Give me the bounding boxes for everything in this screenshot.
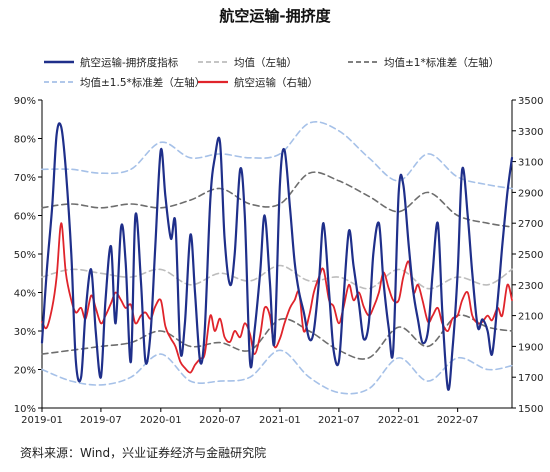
y-left-tick-label: 50%	[14, 250, 36, 261]
y-right-tick-label: 2300	[518, 281, 543, 292]
x-tick-label: 2022-01	[378, 415, 420, 426]
std1-band-line	[41, 171, 513, 228]
y-right-tick-label: 2500	[518, 250, 543, 261]
x-tick-label: 2019-07	[80, 415, 122, 426]
plot-area	[40, 121, 514, 395]
y-right-tick-label: 3100	[518, 158, 543, 169]
x-tick-label: 2020-07	[199, 415, 241, 426]
y-left-tick-label: 90%	[14, 96, 36, 107]
y-right-tick-label: 2900	[518, 188, 543, 199]
y-left-tick-label: 70%	[14, 173, 36, 184]
y-right-tick-label: 3500	[518, 96, 543, 107]
airline-index-line	[41, 222, 513, 374]
y-right-tick-label: 1900	[518, 342, 543, 353]
legend-label: 航空运输（右轴）	[234, 76, 318, 89]
y-right-tick-label: 2700	[518, 219, 543, 230]
y-right-tick-label: 3300	[518, 127, 543, 138]
legend: 航空运输-拥挤度指标 均值（左轴） 均值±1*标准差（左轴） 均值±1.5*标准差（左…	[44, 56, 499, 89]
x-tick-label: 2021-01	[259, 415, 301, 426]
x-tick-label: 2021-07	[318, 415, 360, 426]
legend-label: 航空运输-拥挤度指标	[80, 56, 179, 69]
legend-label: 均值±1*标准差（左轴）	[384, 56, 499, 69]
std15-band-line	[41, 121, 513, 190]
x-tick-label: 2020-01	[140, 415, 182, 426]
y-left-tick-label: 60%	[14, 212, 36, 223]
y-left-tick-label: 80%	[14, 135, 36, 146]
chart-title: 航空运输-拥挤度	[219, 7, 331, 25]
legend-label: 均值（左轴）	[234, 56, 297, 69]
axes: 10% 20% 30% 40% 50% 60% 70% 80% 90% 1500 1700 1900 2…	[14, 96, 544, 426]
y-right-tick-label: 1700	[518, 373, 543, 384]
legend-label: 均值±1.5*标准差（左轴）	[80, 76, 205, 89]
crowding-index-line	[40, 122, 514, 391]
y-left-tick-label: 20%	[14, 366, 36, 377]
mean-line	[41, 264, 513, 290]
std15-band-line	[41, 349, 513, 395]
y-left-tick-label: 10%	[14, 404, 36, 415]
y-right-tick-label: 2100	[518, 312, 543, 323]
std1-band-line	[41, 314, 513, 360]
y-left-tick-label: 40%	[14, 289, 36, 300]
y-right-tick-label: 1500	[518, 404, 543, 415]
x-tick-label: 2022-07	[437, 415, 479, 426]
x-tick-label: 2019-01	[21, 415, 63, 426]
source-note: 资料来源：Wind，兴业证券经济与金融研究院	[20, 446, 267, 460]
y-left-tick-label: 30%	[14, 327, 36, 338]
